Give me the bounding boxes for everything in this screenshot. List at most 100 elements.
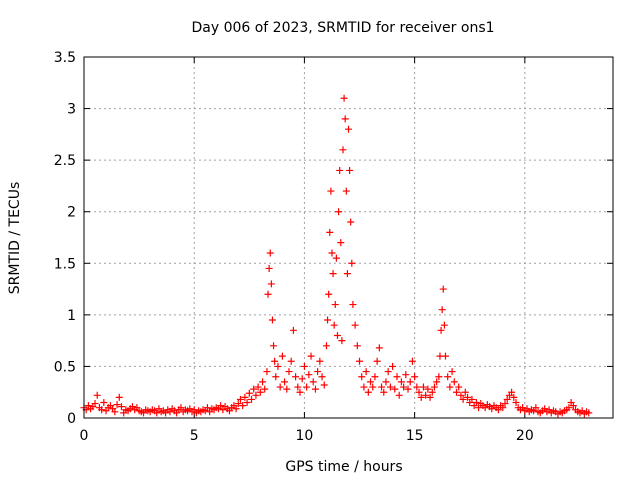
- data-point: [400, 383, 408, 391]
- x-tick-label: 20: [516, 428, 534, 444]
- data-point: [406, 378, 414, 386]
- data-point: [419, 383, 427, 391]
- data-point: [177, 404, 185, 412]
- data-point: [446, 383, 454, 391]
- data-point: [371, 373, 379, 381]
- data-point: [384, 368, 392, 376]
- data-point: [408, 357, 416, 365]
- x-tick-label: 10: [296, 428, 314, 444]
- data-point: [294, 383, 302, 391]
- data-point: [243, 399, 251, 407]
- data-point: [311, 385, 319, 393]
- data-point: [98, 406, 106, 414]
- data-point: [252, 391, 260, 399]
- data-point: [115, 393, 123, 401]
- chart-title: Day 006 of 2023, SRMTID for receiver ons…: [191, 20, 494, 36]
- data-point: [264, 290, 272, 298]
- data-point: [93, 391, 101, 399]
- data-point: [270, 342, 278, 350]
- data-point: [329, 270, 337, 278]
- y-tick-label: 2.5: [54, 153, 76, 169]
- data-point: [440, 321, 448, 329]
- y-tick-label: 2: [67, 205, 76, 221]
- data-point: [256, 388, 264, 396]
- data-point: [326, 228, 334, 236]
- data-point: [453, 388, 461, 396]
- data-point: [373, 357, 381, 365]
- data-point: [422, 391, 430, 399]
- data-point: [441, 352, 449, 360]
- data-point: [450, 378, 458, 386]
- data-point: [217, 402, 225, 410]
- data-point: [428, 388, 436, 396]
- data-point: [259, 378, 267, 386]
- x-tick-label: 5: [190, 428, 199, 444]
- data-point: [346, 166, 354, 174]
- data-point: [348, 259, 356, 267]
- y-axis-label: SRMTID / TECUs: [7, 182, 23, 295]
- data-point: [330, 321, 338, 329]
- data-point: [382, 378, 390, 386]
- data-point: [532, 404, 540, 412]
- data-point: [285, 368, 293, 376]
- data-point: [362, 368, 370, 376]
- data-point: [459, 395, 467, 403]
- data-point: [113, 401, 121, 409]
- data-point: [472, 399, 480, 407]
- y-tick-label: 3.5: [54, 50, 76, 66]
- data-point: [336, 166, 344, 174]
- data-point: [402, 371, 410, 379]
- data-point: [153, 409, 161, 417]
- data-point: [331, 301, 339, 309]
- data-point: [369, 383, 377, 391]
- data-point: [448, 368, 456, 376]
- data-point: [309, 378, 317, 386]
- y-tick-label: 1.5: [54, 256, 76, 272]
- data-point: [444, 373, 452, 381]
- data-point: [328, 249, 336, 257]
- data-point: [433, 378, 441, 386]
- data-point: [241, 393, 249, 401]
- data-point: [232, 405, 240, 413]
- data-point: [300, 362, 308, 370]
- data-point: [585, 409, 593, 417]
- y-tick-label: 1: [67, 308, 76, 324]
- data-point: [457, 391, 465, 399]
- data-point: [117, 403, 125, 411]
- y-tick-label: 3: [67, 102, 76, 118]
- data-point: [287, 357, 295, 365]
- data-point: [281, 378, 289, 386]
- y-tick-label: 0: [67, 411, 76, 427]
- data-point: [386, 383, 394, 391]
- data-point: [283, 385, 291, 393]
- data-point: [351, 321, 359, 329]
- data-point: [332, 254, 340, 262]
- data-point: [248, 395, 256, 403]
- data-point: [289, 326, 297, 334]
- data-point: [342, 187, 350, 195]
- data-point: [276, 383, 284, 391]
- data-point: [438, 306, 446, 314]
- data-point: [261, 385, 269, 393]
- data-point: [435, 373, 443, 381]
- data-point: [296, 388, 304, 396]
- data-point: [333, 331, 341, 339]
- data-point: [464, 393, 472, 401]
- plot-frame: [83, 56, 614, 419]
- data-point: [234, 400, 242, 408]
- data-point: [439, 285, 447, 293]
- data-point: [250, 385, 258, 393]
- grid: [84, 57, 613, 418]
- data-point: [475, 404, 483, 412]
- axis-ticks: 0 0.5 1 1.5 2 2.5 3 3.5 0 5 10 15 20: [54, 50, 613, 444]
- data-point: [508, 388, 516, 396]
- data-point: [305, 371, 313, 379]
- data-point: [367, 378, 375, 386]
- data-point: [341, 115, 349, 123]
- x-tick-label: 15: [406, 428, 424, 444]
- data-point: [266, 249, 274, 257]
- data-point: [338, 337, 346, 345]
- data-point: [236, 395, 244, 403]
